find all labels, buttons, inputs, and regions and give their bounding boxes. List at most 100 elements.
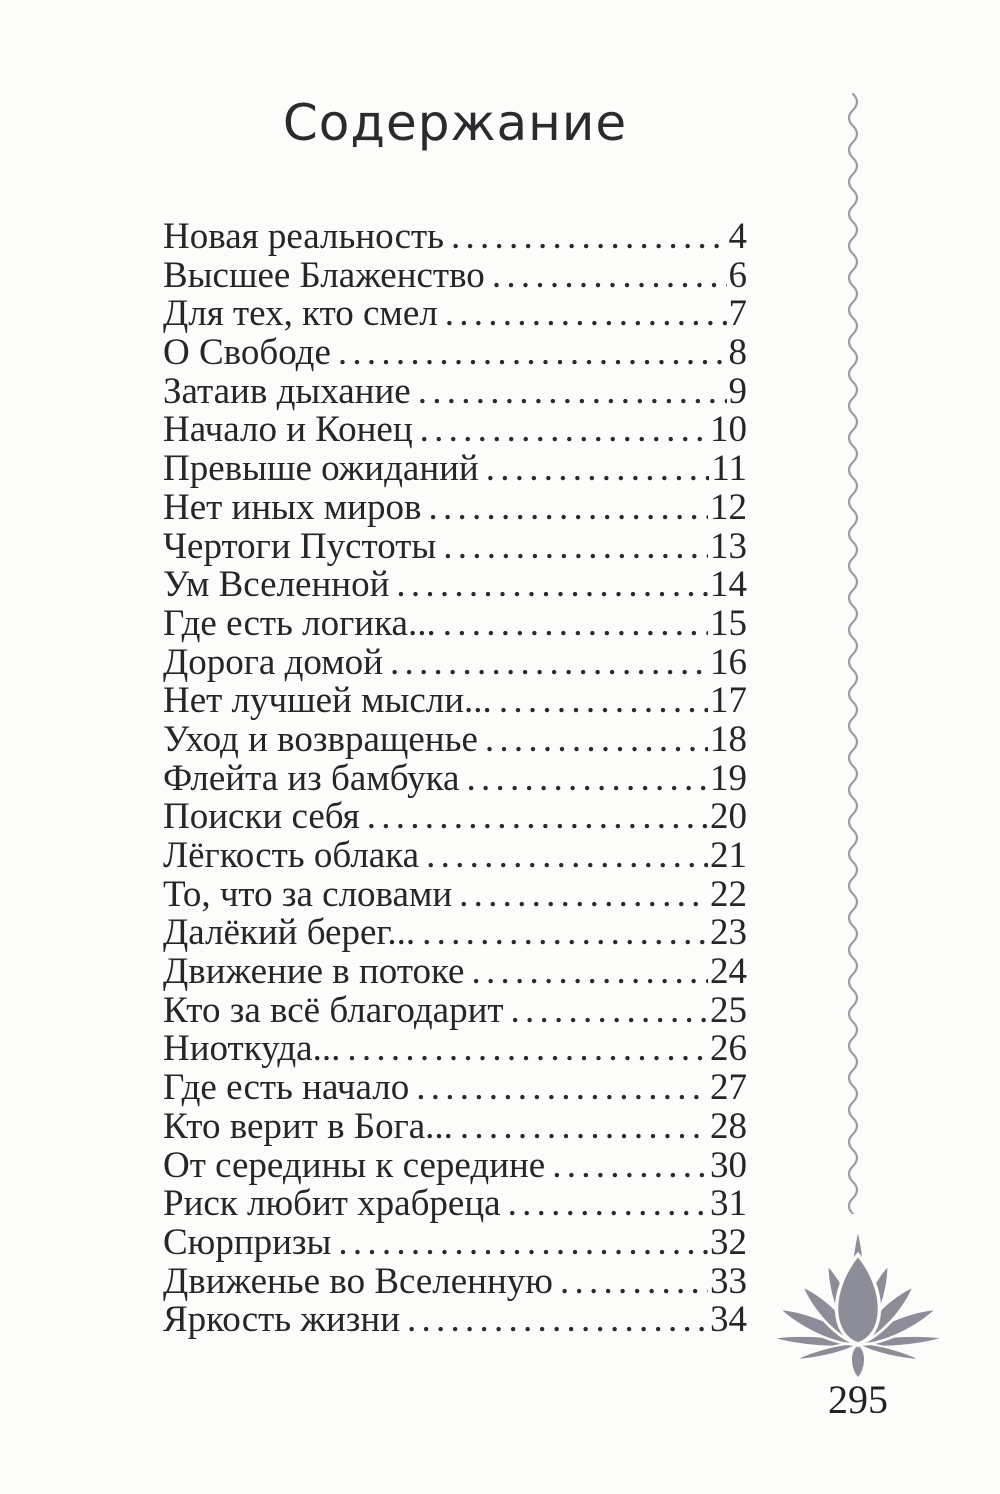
toc-entry-title: Где есть начало [163,1067,410,1109]
toc-dot-leader: . . . . . . . . . . . . . . . . . . . . … [389,643,708,683]
toc-dot-leader: . . . . . . . . . . . . . . . . . . . . … [416,1069,708,1108]
toc-dot-leader: . . . . . . . . . . . . . . . . . . . . … [443,527,708,567]
toc-dot-leader: . . . . . . . . . . . . . . . . . . . . … [347,1030,708,1070]
toc-dot-leader: . . . . . . . . . . . . . . . . . . . . … [337,334,727,373]
toc-entry-title: Чертоги Пустоты [163,525,437,567]
toc-entry-page: 13 [710,525,747,567]
toc-row: Ум Вселенной . . . . . . . . . . . . . .… [163,564,747,606]
toc-dot-leader: . . . . . . . . . . . . . . . . . . . . … [417,372,727,412]
page-title: Содержание [282,93,628,152]
toc-entry-title: Затаив дыхание [163,370,411,412]
toc-entry-page: 22 [710,873,747,915]
toc-dot-leader: . . . . . . . . . . . . . . . . . . . . … [471,953,708,992]
toc-row: Яркость жизни . . . . . . . . . . . . . … [163,1301,747,1340]
lotus-icon [768,1224,948,1378]
toc-dot-leader: . . . . . . . . . . . . . . . . . . . . … [444,295,727,335]
toc-dot-leader: . . . . . . . . . . . . . . . . . . . . … [491,256,727,296]
toc-entry-title: Ум Вселенной [163,564,390,606]
toc-entry-title: Уход и возвращенье [163,718,478,760]
toc-entry-title: Лёгкость облака [163,835,420,876]
toc-entry-title: Движение в потоке [163,951,465,993]
toc-entry-page: 27 [710,1067,747,1109]
toc-entry-title: Кто за всё благодарит [163,989,504,1031]
page-number: 295 [828,1377,888,1422]
toc-row: Начало и Конец . . . . . . . . . . . . .… [163,411,747,450]
toc-entry-page: 30 [710,1144,747,1186]
toc-row: Чертоги Пустоты . . . . . . . . . . . . … [163,525,747,567]
toc-row: Кто верит в Бога... . . . . . . . . . . … [163,1105,747,1147]
toc-entry-title: Нет лучшей мысли... [163,680,492,722]
toc-row: Лёгкость облака . . . . . . . . . . . . … [163,835,747,876]
toc-entry-title: Кто верит в Бога... [163,1105,453,1147]
toc-entry-title: Где есть логика... [163,602,436,644]
toc-entry-title: Дорога домой [163,641,383,683]
toc-entry-title: Нет иных миров [163,486,422,528]
toc-row: Далёкий берег... . . . . . . . . . . . .… [163,914,747,953]
toc-row: Поиски себя . . . . . . . . . . . . . . … [163,798,747,837]
toc-entry-title: Яркость жизни [163,1299,400,1341]
toc-entry-page: 25 [710,989,747,1031]
toc-dot-leader: . . . . . . . . . . . . . . . . . . . . … [510,991,708,1031]
toc-entry-title: Для тех, кто смел [163,293,438,335]
toc-row: Уход и возвращенье . . . . . . . . . . .… [163,718,747,760]
toc-row: Для тех, кто смел . . . . . . . . . . . … [163,295,747,334]
toc-row: Где есть начало . . . . . . . . . . . . … [163,1067,747,1109]
toc-dot-leader: . . . . . . . . . . . . . . . . . . . . … [419,411,708,451]
toc-row: Высшее Блаженство . . . . . . . . . . . … [163,254,748,296]
toc-row: Риск любит храбреца . . . . . . . . . . … [163,1184,747,1224]
toc-entry-page: 12 [710,486,747,528]
toc-row: Кто за всё благодарит . . . . . . . . . … [163,989,747,1031]
toc-entry-page: 10 [710,409,747,451]
toc-row: О Свободе . . . . . . . . . . . . . . . … [163,332,748,374]
toc-entry-title: О Свободе [163,332,331,374]
toc-entry-page: 18 [710,718,747,760]
toc-row: От середины к середине . . . . . . . . .… [163,1144,747,1186]
toc-entry-page: 8 [728,332,748,374]
toc-dot-leader: . . . . . . . . . . . . . . . . . . . . … [484,720,708,760]
toc-row: Новая реальность . . . . . . . . . . . .… [163,216,748,257]
toc-row: Флейта из бамбука . . . . . . . . . . . … [163,757,747,799]
toc-dot-leader: . . . . . . . . . . . . . . . . . . . . … [466,759,708,799]
toc-dot-leader: . . . . . . . . . . . . . . . . . . . . … [366,798,708,838]
toc-row: Где есть логика... . . . . . . . . . . .… [163,602,747,644]
toc-row: Сюрпризы . . . . . . . . . . . . . . . .… [163,1221,747,1263]
toc-entry-title: Сюрпризы [163,1221,332,1263]
toc-dot-leader: . . . . . . . . . . . . . . . . . . . . … [459,875,708,915]
toc-dot-leader: . . . . . . . . . . . . . . . . . . . . … [338,1223,708,1263]
toc-entry-page: 17 [710,680,747,722]
toc-entry-page: 7 [728,293,748,335]
toc-entry-page: 33 [710,1260,747,1302]
toc-entry-page: 21 [710,835,747,876]
toc-entry-title: Поиски себя [163,796,360,838]
toc-entry-title: Высшее Блаженство [163,254,485,296]
toc-entry-page: 23 [710,912,747,954]
toc-row: Ниоткуда... . . . . . . . . . . . . . . … [163,1030,747,1069]
lotus-petal [849,1342,867,1378]
toc-entry-title: Флейта из бамбука [163,757,460,799]
toc-dot-leader: . . . . . . . . . . . . . . . . . . . . … [498,682,708,721]
toc-entry-title: То, что за словами [163,873,453,915]
toc-row: Нет иных миров . . . . . . . . . . . . .… [163,486,747,528]
toc-row: Превыше ожиданий . . . . . . . . . . . .… [163,449,747,489]
table-of-contents: Новая реальность . . . . . . . . . . . .… [163,216,748,1340]
toc-entry-title: Далёкий берег... [163,912,416,954]
toc-dot-leader: . . . . . . . . . . . . . . . . . . . . … [407,1301,708,1340]
toc-entry-page: 6 [728,254,748,296]
toc-entry-page: 16 [710,641,747,683]
toc-entry-page: 26 [710,1028,747,1070]
toc-dot-leader: . . . . . . . . . . . . . . . . . . . . … [422,914,708,954]
wavy-line-icon [847,92,859,1214]
toc-entry-page: 32 [710,1221,747,1263]
toc-entry-page: 14 [710,564,747,606]
toc-entry-page: 20 [710,796,747,838]
toc-entry-page: 4 [728,216,748,257]
toc-dot-leader: . . . . . . . . . . . . . . . . . . . . … [552,1146,708,1186]
toc-entry-page: 9 [728,370,748,412]
toc-entry-title: Новая реальность [163,216,445,257]
toc-row: Дорога домой . . . . . . . . . . . . . .… [163,641,747,683]
toc-entry-title: От середины к середине [163,1144,546,1186]
toc-row: Нет лучшей мысли... . . . . . . . . . . … [163,682,747,721]
toc-dot-leader: . . . . . . . . . . . . . . . . . . . . … [426,837,708,876]
toc-entry-page: 24 [710,951,747,993]
